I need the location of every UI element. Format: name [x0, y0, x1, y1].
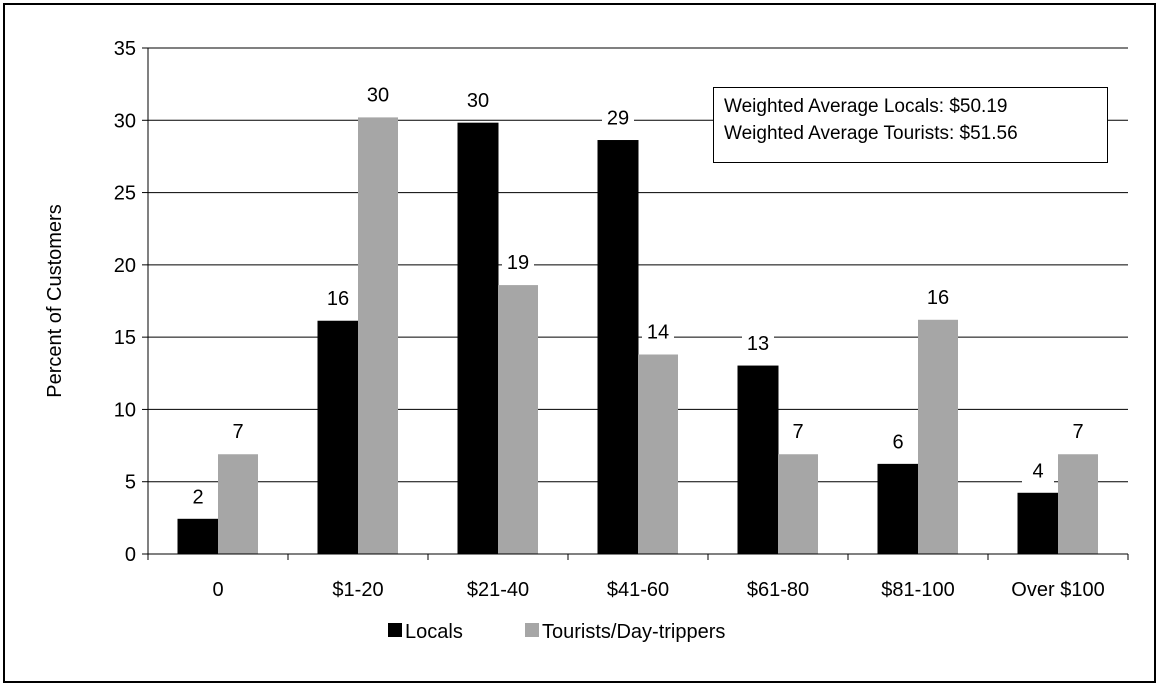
legend-swatch-locals — [388, 623, 402, 637]
bar-locals — [177, 518, 219, 555]
legend-swatch-tourists — [525, 623, 539, 637]
data-label-bg — [502, 249, 534, 276]
bar-locals — [877, 463, 919, 555]
bar-tourists — [778, 454, 818, 554]
bar-tourists — [498, 285, 538, 554]
axes — [142, 47, 1129, 560]
data-label: 16 — [927, 287, 949, 309]
data-label-bg — [882, 428, 914, 455]
y-tick-label: 5 — [125, 472, 136, 494]
bar-locals — [597, 140, 639, 555]
x-tick-label: 0 — [212, 579, 223, 601]
data-label-bg — [182, 483, 214, 510]
data-labels: 2 16 30 29 13 6 4 7 30 19 14 7 16 7 — [182, 81, 1094, 510]
data-label: 7 — [232, 421, 243, 443]
annotation-line-tourists: Weighted Average Tourists: $51.56 — [724, 123, 1018, 144]
data-label: 30 — [367, 84, 389, 106]
y-tick-labels: 0 5 10 15 20 25 30 35 — [114, 38, 136, 566]
data-label: 14 — [647, 321, 669, 343]
data-label: 6 — [892, 431, 903, 453]
bar-tourists — [918, 319, 958, 554]
y-tick-label: 25 — [114, 183, 136, 205]
bar-tourists — [1058, 454, 1098, 554]
data-label: 13 — [747, 333, 769, 355]
x-tick-label: $1-20 — [332, 579, 383, 601]
x-tick-labels: 0 $1-20 $21-40 $41-60 $61-80 $81-100 Over $100 — [212, 579, 1104, 601]
data-label-bg — [1022, 457, 1054, 484]
data-label: 30 — [467, 90, 489, 112]
data-label-bg — [782, 418, 814, 445]
data-label-bg — [922, 283, 954, 310]
y-tick-label: 35 — [114, 38, 136, 60]
x-tick-label: $61-80 — [747, 579, 809, 601]
data-label-bg — [322, 285, 354, 312]
data-label: 19 — [507, 252, 529, 274]
bar-locals — [457, 122, 499, 555]
x-tick-label: $81-100 — [881, 579, 954, 601]
bar-tourists — [638, 354, 678, 554]
y-tick-label: 15 — [114, 327, 136, 349]
y-axis-label: Percent of Customers — [44, 204, 66, 397]
bar-tourists — [358, 117, 398, 554]
legend: Locals Tourists/Day-trippers — [388, 621, 725, 643]
y-tick-label: 0 — [125, 544, 136, 566]
weighted-average-annotation: Weighted Average Locals: $50.19 Weighted… — [713, 87, 1108, 163]
x-tick-label: Over $100 — [1011, 579, 1104, 601]
gridlines — [148, 47, 1128, 483]
data-label-bg — [1062, 418, 1094, 445]
data-label-bg — [742, 330, 774, 357]
x-tick-label: $21-40 — [467, 579, 529, 601]
data-label: 2 — [192, 486, 203, 508]
data-label: 4 — [1032, 460, 1043, 482]
data-label: 16 — [327, 288, 349, 310]
y-tick-label: 10 — [114, 399, 136, 421]
annotation-line-locals: Weighted Average Locals: $50.19 — [724, 96, 1008, 117]
data-label-bg — [642, 318, 674, 345]
data-label-bg — [222, 418, 254, 445]
data-label: 29 — [607, 108, 629, 130]
data-label-bg — [462, 87, 494, 114]
x-tick-label: $41-60 — [607, 579, 669, 601]
legend-label-tourists: Tourists/Day-trippers — [542, 621, 725, 643]
data-label: 7 — [1072, 421, 1083, 443]
legend-label-locals: Locals — [405, 621, 463, 643]
bar-locals — [317, 320, 359, 555]
bars — [177, 117, 1098, 555]
data-label-bg — [362, 81, 394, 108]
bar-locals — [737, 365, 779, 555]
y-tick-label: 30 — [114, 110, 136, 132]
data-label: 7 — [792, 421, 803, 443]
y-tick-label: 20 — [114, 255, 136, 277]
bar-locals — [1017, 492, 1059, 555]
data-label-bg — [602, 104, 634, 131]
bar-tourists — [218, 454, 258, 554]
